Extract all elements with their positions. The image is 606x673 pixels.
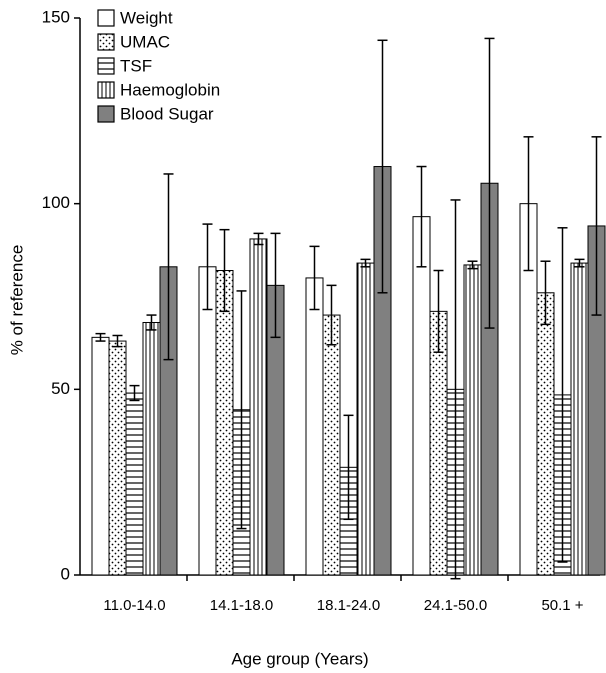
- bar: [249, 238, 268, 576]
- bar: [356, 262, 375, 576]
- bar: [322, 314, 341, 576]
- y-axis-label: % of reference: [7, 245, 26, 356]
- legend-label: Haemoglobin: [120, 80, 220, 99]
- x-tick-label: 24.1-50.0: [424, 597, 487, 614]
- bar: [570, 262, 589, 576]
- legend-swatch: [97, 57, 115, 75]
- legend-swatch: [97, 81, 115, 99]
- legend-swatch: [97, 33, 115, 51]
- legend-label: Weight: [120, 8, 173, 27]
- x-tick-label: 18.1-24.0: [317, 597, 380, 614]
- bar: [536, 292, 555, 576]
- bar: [142, 321, 161, 576]
- bar: [215, 270, 234, 576]
- legend-label: UMAC: [120, 32, 170, 51]
- bar: [305, 277, 324, 576]
- legend-swatch: [97, 9, 115, 27]
- y-tick-label: 0: [61, 564, 70, 583]
- x-axis-label: Age group (Years): [231, 649, 368, 668]
- bar: [412, 216, 431, 576]
- bar: [463, 264, 482, 576]
- legend-label: TSF: [120, 56, 152, 75]
- y-tick-label: 50: [51, 379, 70, 398]
- bar: [125, 392, 144, 576]
- x-tick-label: 11.0-14.0: [103, 597, 165, 614]
- x-tick-label: 14.1-18.0: [210, 597, 273, 614]
- bar: [198, 266, 217, 576]
- legend-label: Blood Sugar: [120, 104, 214, 123]
- x-tick-label: 50.1 +: [541, 597, 583, 614]
- bar: [108, 340, 127, 576]
- y-tick-label: 150: [42, 7, 70, 26]
- bar: [91, 336, 110, 576]
- y-tick-label: 100: [42, 193, 70, 212]
- legend-swatch: [97, 105, 115, 123]
